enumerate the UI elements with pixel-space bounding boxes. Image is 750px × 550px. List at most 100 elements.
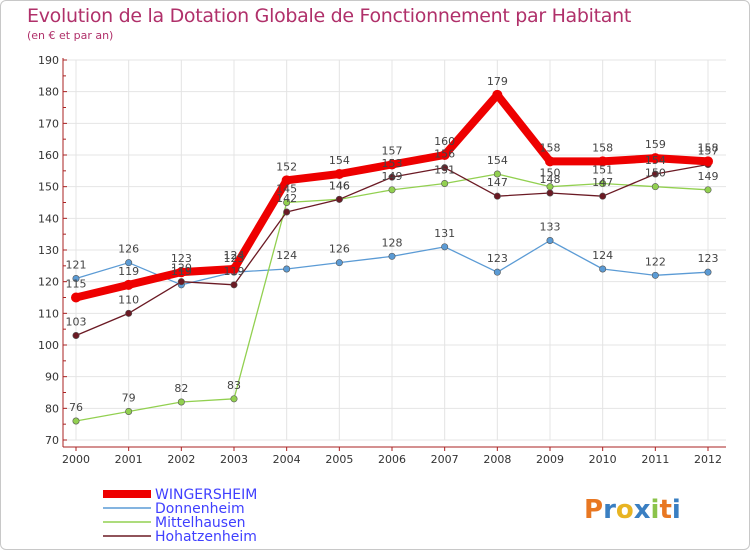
data-point-wingersheim [387,159,397,170]
data-label-mittelhausen: 154 [487,154,508,167]
y-tick-label: 140 [38,212,59,225]
data-point-wingersheim [439,150,450,160]
data-label-wingersheim: 123 [171,252,192,265]
data-label-mittelhausen: 150 [540,167,561,180]
data-point-hohatzenheim [651,170,659,178]
data-point-wingersheim [176,267,187,278]
chart-title: Evolution de la Dotation Globale de Fonc… [27,5,632,27]
y-tick-label: 170 [38,117,59,130]
y-tick-label: 70 [45,434,59,447]
legend-label: Hohatzenheim [155,529,257,545]
data-point-wingersheim [229,264,239,274]
y-tick-label: 150 [38,181,59,194]
data-point-hohatzenheim [441,164,449,172]
data-point-donnenheim [546,237,554,245]
data-label-hohatzenheim: 119 [224,265,245,278]
x-tick-label: 2006 [378,453,406,466]
data-point-hohatzenheim [72,331,80,339]
y-tick-label: 190 [38,54,59,67]
data-label-wingersheim: 158 [592,141,613,154]
y-tick-label: 90 [45,371,59,384]
legend-label: Donnenheim [155,501,245,517]
data-label-hohatzenheim: 156 [434,148,455,161]
legend-label: Mittelhausen [155,515,246,531]
x-tick-label: 2004 [273,453,301,466]
y-tick-label: 110 [38,307,59,320]
data-point-hohatzenheim [177,278,185,286]
data-label-wingersheim: 157 [382,145,403,158]
data-point-donnenheim [388,252,396,260]
data-label-hohatzenheim: 120 [171,262,192,275]
data-point-hohatzenheim [493,192,501,200]
data-point-wingersheim [334,169,345,179]
data-label-mittelhausen: 149 [382,170,403,183]
data-label-mittelhausen: 146 [329,179,350,192]
data-label-wingersheim: 159 [645,138,666,151]
data-label-donnenheim: 121 [66,259,87,272]
data-label-mittelhausen: 151 [434,164,455,177]
data-label-donnenheim: 128 [382,236,403,249]
y-tick-label: 100 [38,339,59,352]
data-label-hohatzenheim: 110 [118,293,139,306]
y-tick-label: 130 [38,244,59,257]
x-tick-label: 2007 [431,453,459,466]
data-point-donnenheim [599,265,607,273]
data-label-wingersheim: 158 [540,141,561,154]
data-label-donnenheim: 122 [645,255,666,268]
data-label-hohatzenheim: 146 [329,179,350,192]
data-point-donnenheim [651,271,659,279]
data-point-mittelhausen [230,395,238,403]
data-point-wingersheim [650,153,661,164]
proxiti-logo: Proxiti [584,495,681,525]
data-point-donnenheim [441,243,449,251]
data-label-mittelhausen: 145 [276,183,297,196]
data-point-mittelhausen [704,186,712,194]
data-label-wingersheim: 158 [698,141,719,154]
data-point-hohatzenheim [230,281,238,289]
data-point-mittelhausen [493,170,501,178]
data-point-wingersheim [545,156,555,167]
logo-letter: x [634,495,651,525]
data-label-mittelhausen: 83 [227,379,241,392]
data-point-wingersheim [703,156,713,167]
data-point-donnenheim [704,268,712,276]
x-tick-label: 2010 [589,453,617,466]
logo-letter: o [616,495,634,525]
data-point-hohatzenheim [546,189,554,197]
data-label-mittelhausen: 79 [122,392,136,405]
data-label-mittelhausen: 149 [698,170,719,183]
data-point-wingersheim [123,279,134,290]
data-label-hohatzenheim: 154 [645,154,666,167]
data-point-mittelhausen [125,407,133,415]
data-point-hohatzenheim [125,309,133,317]
data-label-donnenheim: 133 [540,221,561,234]
data-point-wingersheim [492,89,503,100]
data-label-mittelhausen: 76 [69,401,83,414]
data-point-hohatzenheim [388,173,396,181]
logo-letter: P [584,495,603,525]
data-label-hohatzenheim: 153 [382,157,403,170]
data-point-donnenheim [335,259,343,267]
data-label-wingersheim: 160 [434,135,455,148]
data-point-mittelhausen [283,199,291,207]
y-tick-label: 160 [38,149,59,162]
data-label-donnenheim: 126 [329,243,350,256]
x-tick-label: 2005 [325,453,353,466]
data-point-mittelhausen [388,186,396,194]
data-label-mittelhausen: 151 [592,164,613,177]
data-label-wingersheim: 119 [118,265,139,278]
y-tick-label: 180 [38,86,59,99]
data-label-donnenheim: 124 [276,249,297,262]
data-label-wingersheim: 115 [66,278,87,291]
x-tick-label: 2001 [115,453,143,466]
data-label-donnenheim: 123 [698,252,719,265]
data-label-hohatzenheim: 103 [66,316,87,329]
data-point-donnenheim [493,268,501,276]
data-point-mittelhausen [72,417,80,425]
data-label-donnenheim: 119 [171,265,192,278]
data-label-hohatzenheim: 148 [540,173,561,186]
data-point-mittelhausen [177,398,185,406]
data-point-hohatzenheim [335,195,343,203]
legend-label: WINGERSHEIM [155,487,257,503]
